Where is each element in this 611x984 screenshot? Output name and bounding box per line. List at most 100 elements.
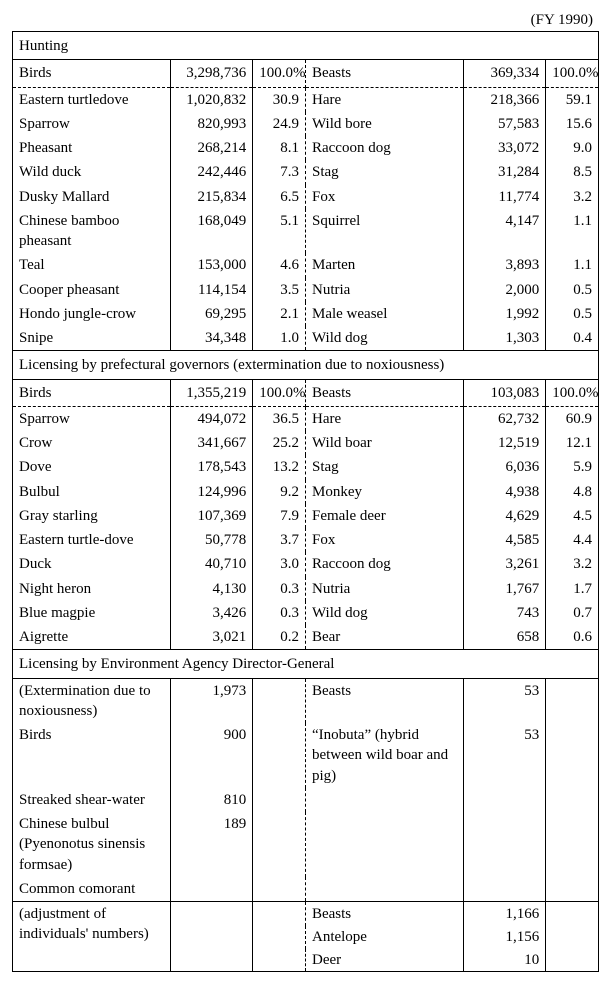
bird-count: 178,543: [171, 455, 253, 479]
bird-count: 189: [171, 812, 253, 877]
beast-name: [305, 788, 463, 812]
bird-count: 34,348: [171, 326, 253, 351]
bird-pct: 9.2: [253, 480, 306, 504]
beast-name: Raccoon dog: [305, 136, 463, 160]
col-birds-pct: 100.0%: [253, 60, 306, 87]
beast-pct: 1.7: [546, 577, 599, 601]
beast-count: 1,767: [464, 577, 546, 601]
bird-count: [171, 877, 253, 902]
beast-name: “Inobuta” (hybrid between wild boar and …: [305, 723, 463, 788]
beast-count: 1,303: [464, 326, 546, 351]
bird-name: (Extermination due to noxiousness): [13, 678, 171, 723]
beast-pct: [546, 788, 599, 812]
bird-name: Wild duck: [13, 160, 171, 184]
beast-count: 12,519: [464, 431, 546, 455]
bird-name: Sparrow: [13, 112, 171, 136]
beast-name: Squirrel: [305, 209, 463, 254]
beast-name: Wild dog: [305, 326, 463, 351]
beast-name: Nutria: [305, 577, 463, 601]
bird-pct: 3.7: [253, 528, 306, 552]
beast-pct: 60.9: [546, 406, 599, 431]
bird-count: 810: [171, 788, 253, 812]
col-birds-label: Birds: [13, 379, 171, 406]
beast-count: 31,284: [464, 160, 546, 184]
bird-name: Eastern turtledove: [13, 87, 171, 112]
bird-pct: 30.9: [253, 87, 306, 112]
col-birds-label: Birds: [13, 60, 171, 87]
bird-name: Hondo jungle-crow: [13, 302, 171, 326]
beast-pct: 4.5: [546, 504, 599, 528]
beast-name: Wild boar: [305, 431, 463, 455]
beast-count: 658: [464, 625, 546, 650]
bird-name: Pheasant: [13, 136, 171, 160]
bird-pct: 8.1: [253, 136, 306, 160]
bird-pct: [253, 788, 306, 812]
beast-count: 10: [464, 949, 546, 972]
beast-count: 3,261: [464, 552, 546, 576]
beast-pct: 0.5: [546, 302, 599, 326]
beast-pct: 9.0: [546, 136, 599, 160]
beast-pct: 3.2: [546, 185, 599, 209]
bird-pct: 0.2: [253, 625, 306, 650]
bird-pct: 13.2: [253, 455, 306, 479]
beast-pct: [546, 723, 599, 788]
beast-name: Antelope: [305, 926, 463, 948]
bird-count: 107,369: [171, 504, 253, 528]
beast-name: Stag: [305, 160, 463, 184]
beast-pct: 5.9: [546, 455, 599, 479]
beast-name: Nutria: [305, 278, 463, 302]
beast-count: 53: [464, 678, 546, 723]
section-title-env-agency: Licensing by Environment Agency Director…: [13, 650, 599, 678]
beast-name: Monkey: [305, 480, 463, 504]
bird-count: 268,214: [171, 136, 253, 160]
bird-name: Blue magpie: [13, 601, 171, 625]
beast-count: [464, 812, 546, 877]
bird-count: 50,778: [171, 528, 253, 552]
bird-pct: 25.2: [253, 431, 306, 455]
beast-count: 1,166: [464, 902, 546, 927]
beast-pct: [546, 949, 599, 972]
beast-pct: 0.6: [546, 625, 599, 650]
beast-pct: [546, 926, 599, 948]
col-beasts-total: 103,083: [464, 379, 546, 406]
beast-count: 11,774: [464, 185, 546, 209]
bird-name: Dusky Mallard: [13, 185, 171, 209]
beast-count: 4,147: [464, 209, 546, 254]
beast-name: Wild bore: [305, 112, 463, 136]
bird-name: Duck: [13, 552, 171, 576]
beast-count: 3,893: [464, 253, 546, 277]
beast-name: Wild dog: [305, 601, 463, 625]
bird-pct: 7.3: [253, 160, 306, 184]
bird-name: Chinese bamboo pheasant: [13, 209, 171, 254]
beast-pct: [546, 678, 599, 723]
bird-name: Crow: [13, 431, 171, 455]
bird-pct: [253, 812, 306, 877]
beast-pct: 12.1: [546, 431, 599, 455]
beast-pct: 8.5: [546, 160, 599, 184]
adjustment-label: (adjustment of individuals' numbers): [13, 902, 171, 972]
bird-name: Common comorant: [13, 877, 171, 902]
bird-name: Eastern turtle-dove: [13, 528, 171, 552]
bird-count: 3,426: [171, 601, 253, 625]
bird-pct: 3.0: [253, 552, 306, 576]
bird-pct: 1.0: [253, 326, 306, 351]
beast-name: Deer: [305, 949, 463, 972]
beast-count: [464, 877, 546, 902]
bird-count: 900: [171, 723, 253, 788]
beast-pct: 0.4: [546, 326, 599, 351]
bird-pct: 0.3: [253, 601, 306, 625]
beast-pct: 59.1: [546, 87, 599, 112]
beast-name: Female deer: [305, 504, 463, 528]
beast-pct: 1.1: [546, 253, 599, 277]
beast-count: 62,732: [464, 406, 546, 431]
beast-count: 4,629: [464, 504, 546, 528]
bird-count: 341,667: [171, 431, 253, 455]
col-beasts-label: Beasts: [305, 379, 463, 406]
beast-count: 33,072: [464, 136, 546, 160]
bird-name: Bulbul: [13, 480, 171, 504]
bird-count: 124,996: [171, 480, 253, 504]
beast-pct: 1.1: [546, 209, 599, 254]
col-beasts-pct: 100.0%: [546, 379, 599, 406]
beast-pct: 3.2: [546, 552, 599, 576]
bird-name: Sparrow: [13, 406, 171, 431]
